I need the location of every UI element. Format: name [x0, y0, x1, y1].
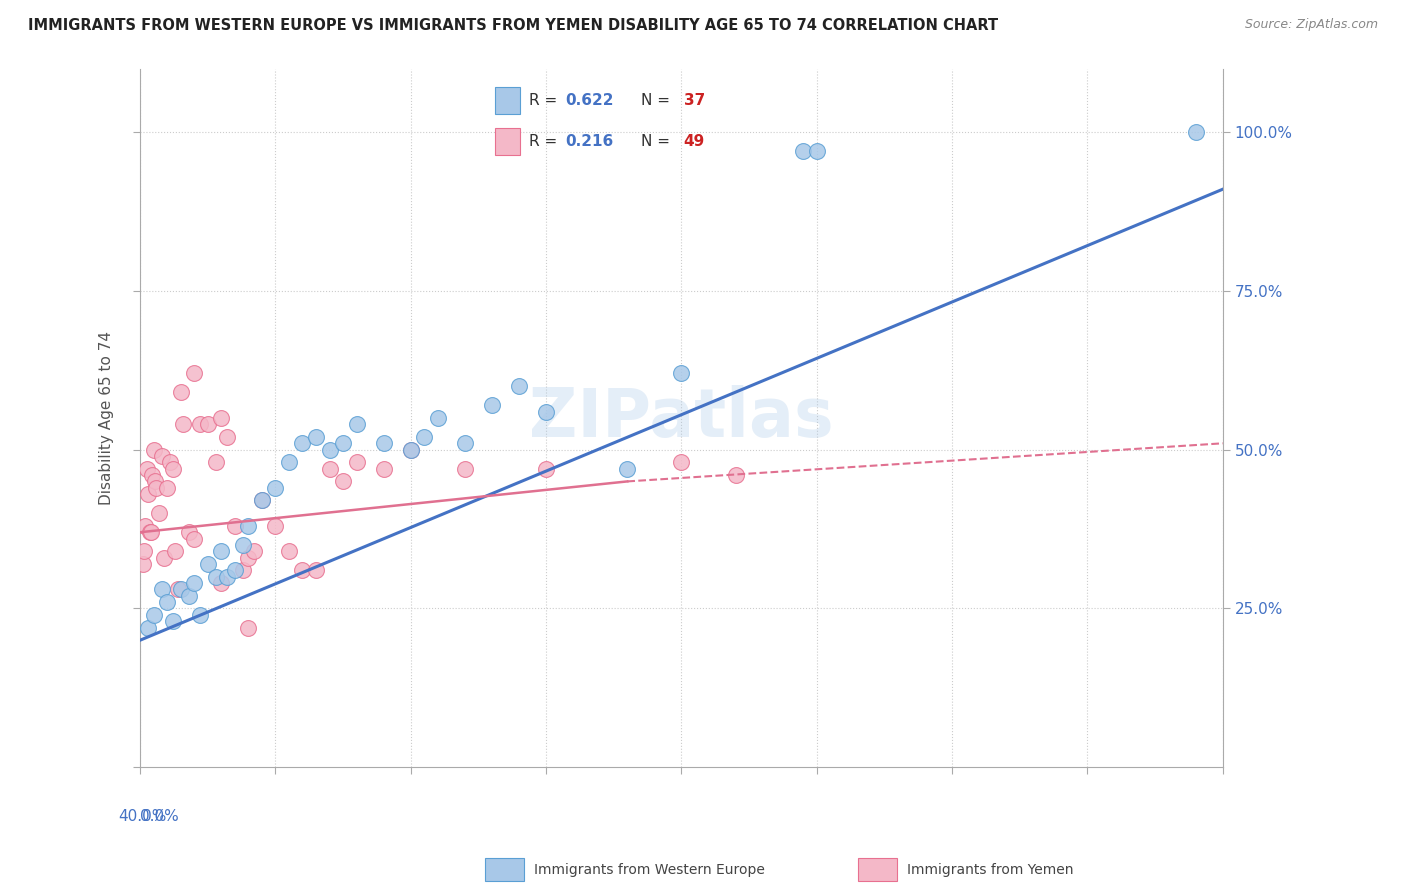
Point [209, 576, 232, 591]
Point [534, 404, 557, 418]
Point [232, 538, 254, 552]
Point [373, 461, 395, 475]
Point [159, 455, 181, 469]
Point [305, 430, 328, 444]
Point [305, 563, 328, 577]
Point [806, 144, 828, 158]
Point [215, 430, 238, 444]
Point [169, 582, 191, 597]
Point [142, 607, 165, 622]
Point [169, 385, 191, 400]
Point [162, 614, 184, 628]
Point [142, 442, 165, 457]
Text: ZIPatlas: ZIPatlas [529, 384, 834, 450]
Point [209, 410, 232, 425]
Point [291, 436, 314, 450]
Point [250, 493, 273, 508]
Point [238, 620, 260, 634]
Point [156, 595, 179, 609]
Point [183, 576, 205, 591]
Point [454, 436, 477, 450]
Point [399, 442, 422, 457]
Point [205, 570, 228, 584]
Point [197, 557, 219, 571]
Point [534, 461, 557, 475]
Point [346, 417, 368, 432]
Point [250, 493, 273, 508]
Point [332, 436, 354, 450]
Point [188, 417, 211, 432]
Point [224, 563, 246, 577]
Point [332, 475, 354, 489]
Point [145, 481, 167, 495]
Point [616, 461, 638, 475]
Point [135, 461, 157, 475]
Point [153, 550, 176, 565]
Point [136, 487, 159, 501]
Point [132, 557, 155, 571]
Point [277, 544, 299, 558]
Point [156, 481, 179, 495]
Point [209, 544, 232, 558]
Point [426, 410, 449, 425]
Point [277, 455, 299, 469]
Point [183, 367, 205, 381]
Point [242, 544, 264, 558]
Point [373, 436, 395, 450]
Point [671, 367, 693, 381]
Point [238, 519, 260, 533]
Y-axis label: Disability Age 65 to 74: Disability Age 65 to 74 [100, 331, 114, 505]
Point [399, 442, 422, 457]
Point [167, 582, 190, 597]
Point [183, 532, 205, 546]
Point [177, 525, 200, 540]
Point [215, 570, 238, 584]
Point [238, 550, 260, 565]
Point [224, 519, 246, 533]
Point [188, 607, 211, 622]
Text: IMMIGRANTS FROM WESTERN EUROPE VS IMMIGRANTS FROM YEMEN DISABILITY AGE 65 TO 74 : IMMIGRANTS FROM WESTERN EUROPE VS IMMIGR… [28, 18, 998, 33]
Text: 40.0%: 40.0% [118, 809, 167, 824]
Point [139, 525, 162, 540]
Point [143, 475, 166, 489]
Point [138, 525, 160, 540]
Point [508, 379, 530, 393]
Point [454, 461, 477, 475]
Point [141, 468, 163, 483]
Point [177, 589, 200, 603]
Point [132, 544, 155, 558]
Text: Source: ZipAtlas.com: Source: ZipAtlas.com [1244, 18, 1378, 31]
Text: 0.0%: 0.0% [141, 809, 179, 824]
Point [134, 519, 156, 533]
Point [148, 506, 170, 520]
Point [205, 455, 228, 469]
Text: Immigrants from Western Europe: Immigrants from Western Europe [534, 863, 765, 877]
Point [264, 519, 287, 533]
Point [150, 449, 173, 463]
Point [150, 582, 173, 597]
Point [264, 481, 287, 495]
Point [162, 461, 184, 475]
Point [318, 442, 340, 457]
Point [724, 468, 747, 483]
Point [172, 417, 194, 432]
Point [671, 455, 693, 469]
Point [318, 461, 340, 475]
Point [291, 563, 314, 577]
Point [792, 144, 814, 158]
Point [136, 620, 159, 634]
Point [346, 455, 368, 469]
Text: Immigrants from Yemen: Immigrants from Yemen [907, 863, 1073, 877]
Point [165, 544, 187, 558]
Point [481, 398, 503, 412]
Point [1184, 125, 1206, 139]
Point [413, 430, 436, 444]
Point [232, 563, 254, 577]
Point [197, 417, 219, 432]
